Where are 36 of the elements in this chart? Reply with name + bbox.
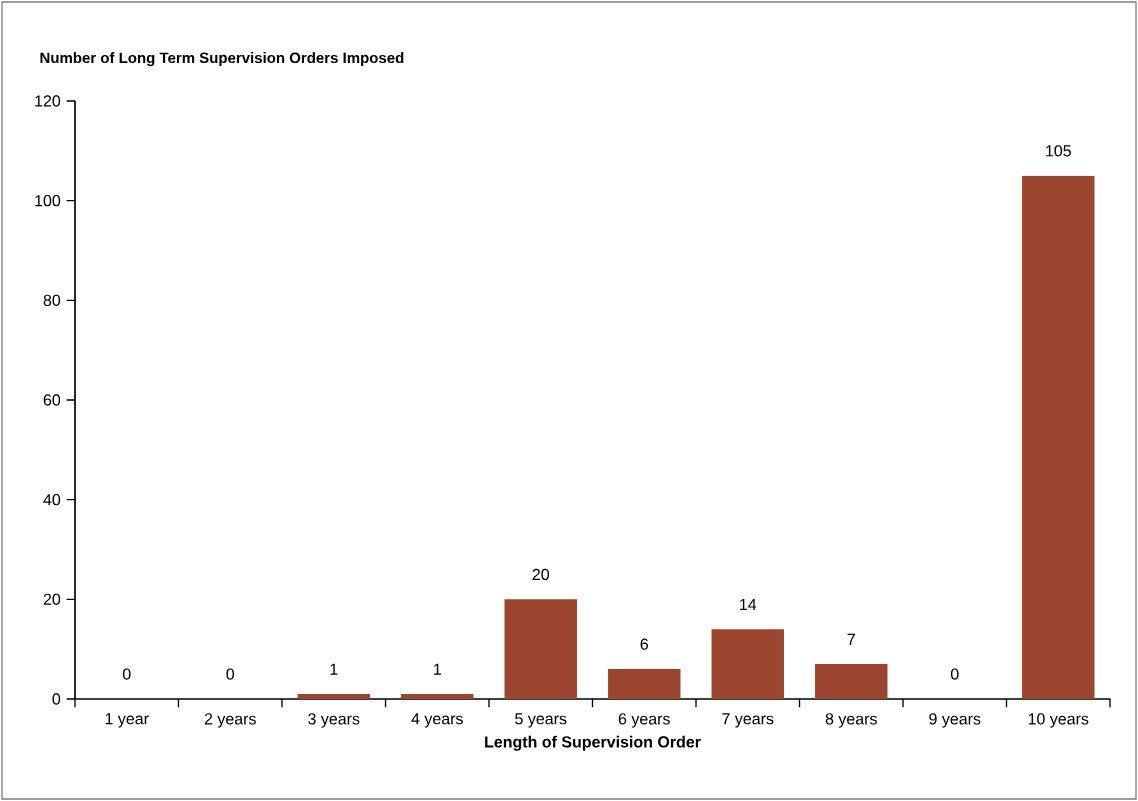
data-label: 6: [640, 638, 648, 650]
data-label: 1: [330, 663, 338, 675]
bar: [608, 669, 681, 699]
x-tick-label: 3 years: [308, 713, 360, 728]
y-tick-label: 20: [43, 593, 61, 605]
data-label: 7: [847, 633, 855, 645]
y-tick-label: 0: [52, 693, 61, 705]
y-tick-label: 100: [35, 195, 61, 207]
bar: [815, 664, 888, 699]
x-tick-label: 6 years: [618, 713, 670, 728]
x-tick-label: 10 years: [1028, 713, 1089, 728]
x-tick-label: 5 years: [515, 713, 567, 728]
data-label: 0: [950, 668, 959, 680]
x-tick-label: 9 years: [929, 713, 981, 728]
x-tick-label: 7 years: [722, 713, 774, 728]
data-label: 0: [122, 668, 131, 680]
y-tick-label: 80: [43, 294, 61, 306]
data-label: 20: [532, 568, 550, 581]
bar: [711, 629, 784, 699]
bar: [1022, 175, 1095, 699]
x-tick-label: 2 years: [204, 713, 256, 728]
data-label: 0: [226, 668, 235, 680]
bar: [401, 694, 474, 699]
data-label: 14: [740, 598, 757, 610]
y-tick-label: 120: [35, 95, 61, 107]
y-tick-label: 40: [43, 494, 61, 506]
x-tick-label: 4 years: [411, 713, 463, 728]
x-tick-label: 8 years: [825, 713, 877, 728]
bar: [297, 694, 370, 699]
y-axis-title: Number of Long Term Supervision Orders Imposed: [40, 52, 404, 67]
data-label: 1: [434, 663, 441, 675]
x-axis-title: Length of Supervision Order: [485, 735, 701, 751]
y-tick-label: 60: [43, 394, 61, 406]
data-label: 105: [1046, 145, 1071, 157]
x-tick-label: 1 year: [105, 713, 149, 728]
bar: [504, 599, 577, 699]
